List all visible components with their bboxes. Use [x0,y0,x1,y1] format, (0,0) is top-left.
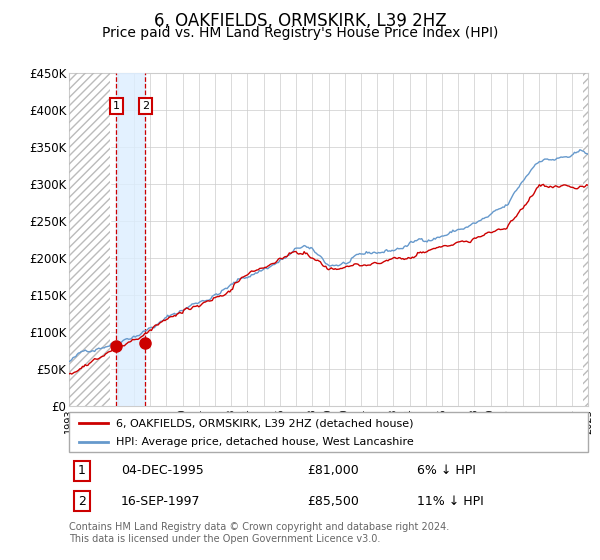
Text: 6% ↓ HPI: 6% ↓ HPI [417,464,476,477]
Text: £81,000: £81,000 [308,464,359,477]
Text: 2: 2 [142,101,149,111]
Text: 6, OAKFIELDS, ORMSKIRK, L39 2HZ (detached house): 6, OAKFIELDS, ORMSKIRK, L39 2HZ (detache… [116,418,413,428]
Text: 11% ↓ HPI: 11% ↓ HPI [417,494,484,507]
Bar [69,73,110,406]
Bar [69,73,110,406]
Text: 2: 2 [78,494,86,507]
Text: 16-SEP-1997: 16-SEP-1997 [121,494,200,507]
Text: 04-DEC-1995: 04-DEC-1995 [121,464,203,477]
Text: 1: 1 [78,464,86,477]
Text: HPI: Average price, detached house, West Lancashire: HPI: Average price, detached house, West… [116,437,413,446]
Text: Price paid vs. HM Land Registry's House Price Index (HPI): Price paid vs. HM Land Registry's House … [102,26,498,40]
Bar [116,73,145,406]
Text: £85,500: £85,500 [308,494,359,507]
Text: 6, OAKFIELDS, ORMSKIRK, L39 2HZ: 6, OAKFIELDS, ORMSKIRK, L39 2HZ [154,12,446,30]
Bar [583,73,588,406]
Text: 1: 1 [113,101,120,111]
FancyBboxPatch shape [69,412,588,452]
Text: Contains HM Land Registry data © Crown copyright and database right 2024.
This d: Contains HM Land Registry data © Crown c… [69,522,449,544]
Bar [583,73,588,406]
